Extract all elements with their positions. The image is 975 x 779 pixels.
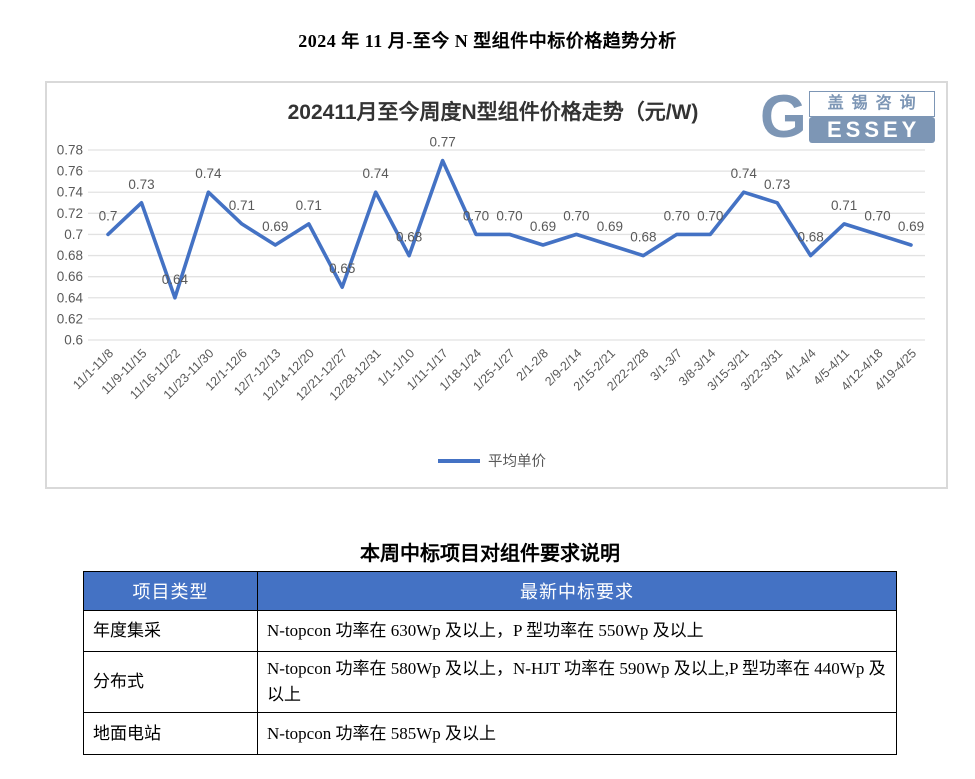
requirement-cell: N-topcon 功率在 585Wp 及以上 (257, 712, 897, 755)
header-project-type: 项目类型 (83, 571, 258, 611)
y-tick-label: 0.62 (57, 311, 83, 326)
project-type-cell: 分布式 (83, 651, 258, 713)
data-point-label: 0.71 (296, 198, 322, 213)
data-point-label: 0.74 (731, 166, 758, 181)
legend-label: 平均单价 (488, 453, 546, 470)
y-tick-label: 0.66 (57, 269, 83, 284)
data-point-label: 0.70 (496, 208, 522, 223)
y-tick-label: 0.76 (57, 164, 83, 179)
chart-title: 202411月至今周度N型组件价格走势（元/W) (288, 100, 699, 124)
data-point-label: 0.71 (229, 198, 255, 213)
data-point-label: 0.68 (630, 230, 656, 245)
data-point-label: 0.73 (764, 177, 790, 192)
data-point-label: 0.70 (563, 208, 589, 223)
data-point-label: 0.74 (195, 166, 222, 181)
data-point-label: 0.70 (864, 208, 890, 223)
table-row: 地面电站 N-topcon 功率在 585Wp 及以上 (83, 712, 897, 755)
project-type-cell: 地面电站 (83, 712, 258, 755)
table-header-row: 项目类型 最新中标要求 (83, 571, 897, 611)
chart-canvas: 0.780.760.740.720.70.680.660.640.620.611… (57, 100, 925, 470)
table-row: 分布式 N-topcon 功率在 580Wp 及以上，N-HJT 功率在 590… (83, 651, 897, 713)
requirements-table: 项目类型 最新中标要求 年度集采 N-topcon 功率在 630Wp 及以上，… (83, 571, 897, 755)
requirement-cell: N-topcon 功率在 580Wp 及以上，N-HJT 功率在 590Wp 及… (257, 651, 897, 713)
price-trend-chart: 0.78 0.76 0.74 0.72 0.7 0.68 0.66 0.64 0.62 0.6 11… (45, 81, 948, 489)
y-tick-label: 0.64 (57, 290, 84, 305)
y-tick-label: 0.68 (57, 248, 83, 263)
data-point-label: 0.68 (396, 230, 422, 245)
table-row: 年度集采 N-topcon 功率在 630Wp 及以上，P 型功率在 550Wp… (83, 610, 897, 652)
table-title: 本周中标项目对组件要求说明 (360, 543, 620, 565)
y-tick-label: 0.7 (64, 227, 83, 242)
data-point-label: 0.74 (363, 166, 390, 181)
page-title: 2024 年 11 月-至今 N 型组件中标价格趋势分析 (298, 31, 677, 51)
y-tick-label: 0.78 (57, 143, 83, 158)
data-point-label: 0.71 (831, 198, 857, 213)
data-point-label: 0.69 (530, 219, 556, 234)
gessey-logo: G 盖锡咨询 ESSEY (760, 83, 935, 150)
data-point-label: 0.77 (429, 135, 455, 150)
price-line (106, 158, 913, 300)
logo-chinese-name: 盖锡咨询 (808, 91, 935, 117)
y-tick-label: 0.6 (64, 333, 83, 348)
y-tick-label: 0.72 (57, 206, 83, 221)
project-type-cell: 年度集采 (83, 610, 258, 652)
data-point-label: 0.69 (597, 219, 623, 234)
header-bid-requirement: 最新中标要求 (257, 571, 897, 611)
data-point-label: 0.70 (463, 208, 489, 223)
data-point-label: 0.65 (329, 261, 355, 276)
data-point-label: 0.70 (664, 208, 690, 223)
data-point-label: 0.68 (797, 230, 823, 245)
logo-text-column: 盖锡咨询 ESSEY (808, 91, 935, 143)
data-point-label: 0.64 (162, 272, 189, 287)
y-tick-label: 0.74 (57, 185, 84, 200)
data-point-label: 0.70 (697, 208, 723, 223)
data-point-label: 0.73 (128, 177, 154, 192)
logo-g-letter: G (760, 83, 807, 150)
data-point-label: 0.7 (99, 208, 118, 223)
logo-english-name: ESSEY (808, 117, 935, 143)
requirement-cell: N-topcon 功率在 630Wp 及以上，P 型功率在 550Wp 及以上 (257, 610, 897, 652)
data-point-label: 0.69 (898, 219, 924, 234)
data-point-label: 0.69 (262, 219, 288, 234)
